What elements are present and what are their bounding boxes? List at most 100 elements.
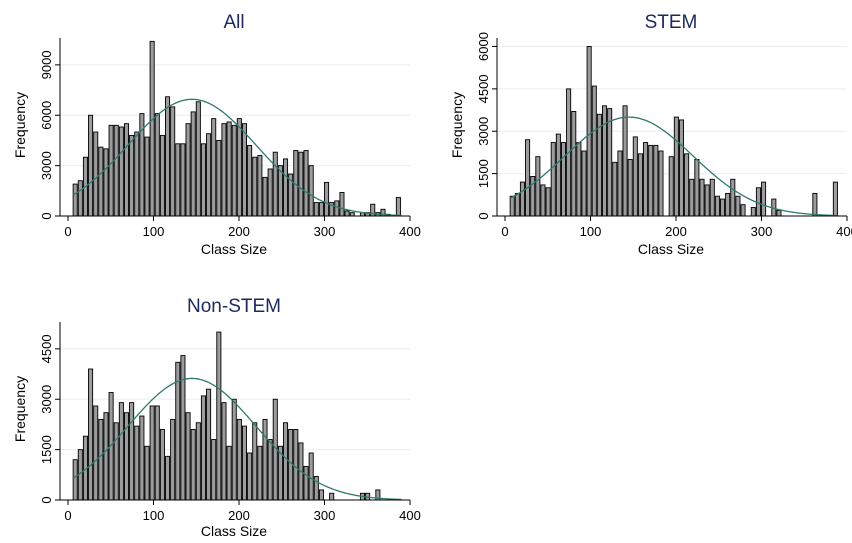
histogram-bar <box>684 153 690 217</box>
histogram-bar <box>129 134 135 217</box>
histogram-bar <box>195 101 201 217</box>
x-tick-label: 0 <box>64 508 71 523</box>
histogram-bar <box>77 180 83 217</box>
histogram-bar <box>622 105 628 217</box>
histogram-bar <box>88 114 94 217</box>
histogram-bar <box>571 111 577 217</box>
histogram-bar <box>170 418 176 501</box>
x-axis-label: Class Size <box>201 241 267 257</box>
x-tick-label: 200 <box>228 224 250 239</box>
histogram-bar <box>206 388 212 501</box>
histogram-bar <box>709 178 715 217</box>
histogram-bar <box>761 181 767 217</box>
chart-title: All <box>223 12 244 33</box>
histogram-bar <box>591 85 597 217</box>
x-tick-label: 300 <box>314 508 336 523</box>
histogram-bar <box>812 192 818 217</box>
histogram-bar <box>699 178 705 217</box>
histogram-bar <box>730 178 736 217</box>
histogram-bar <box>190 429 196 501</box>
y-tick-label: 3000 <box>476 117 491 146</box>
y-tick-label: 1500 <box>476 159 491 188</box>
histogram-bar <box>108 124 114 217</box>
histogram-bar <box>165 96 171 217</box>
chart-title: Non-STEM <box>187 296 281 317</box>
histogram-bar <box>344 210 350 217</box>
histogram-bar <box>560 142 567 217</box>
histogram-bar <box>776 209 782 217</box>
histogram-bar <box>602 105 608 217</box>
histogram-bar <box>673 116 679 217</box>
histogram-bar <box>170 106 176 217</box>
histogram-bar <box>689 178 695 217</box>
histogram-bar <box>555 133 561 217</box>
histogram-bar <box>550 142 556 217</box>
histogram-bar <box>514 192 520 217</box>
histogram-bar <box>113 124 119 217</box>
histogram-bar <box>221 402 227 501</box>
y-tick-label: 6000 <box>39 101 54 130</box>
histogram-bar <box>267 439 273 501</box>
histogram-bar <box>525 139 531 217</box>
histogram-bar <box>149 40 155 217</box>
histogram-bar <box>129 402 135 501</box>
histogram-bar <box>221 123 227 217</box>
histogram-bar <box>139 415 145 501</box>
histogram-bar <box>195 422 201 501</box>
histogram-bar <box>262 176 268 217</box>
histogram-bar <box>236 418 242 501</box>
normal-density-curve <box>72 98 402 217</box>
x-tick-label: 200 <box>228 508 250 523</box>
histogram-bar <box>313 202 319 217</box>
histogram-bar <box>318 202 324 217</box>
histogram-bar <box>262 418 268 501</box>
histogram-bar <box>725 192 731 217</box>
histogram-bar <box>98 146 104 217</box>
histogram-bar <box>216 139 222 217</box>
histogram-bar <box>318 489 324 501</box>
histogram-bar <box>632 136 638 217</box>
x-tick-label: 400 <box>399 508 421 523</box>
y-tick-label: 1500 <box>39 435 54 464</box>
histogram-bar <box>704 184 710 217</box>
x-tick-label: 0 <box>64 224 71 239</box>
histogram-bar <box>668 156 674 217</box>
histogram-bar <box>103 148 109 217</box>
y-tick-label: 6000 <box>476 32 491 61</box>
normal-density-curve <box>509 116 839 217</box>
histogram-panel-stem: STEM Class Size Frequency 0 100 200 300 400 0… <box>449 12 852 257</box>
histogram-bar <box>118 402 124 501</box>
histogram-bar <box>303 150 309 217</box>
histogram-bar <box>231 124 237 217</box>
histogram-bar <box>283 158 289 217</box>
histogram-bar <box>98 418 104 501</box>
y-tick-label: 0 <box>39 212 54 219</box>
histogram-bar <box>581 150 587 217</box>
histogram-bar <box>545 187 551 217</box>
histogram-bar <box>149 405 155 501</box>
histogram-bar <box>324 181 330 217</box>
histogram-bar <box>159 429 165 501</box>
histogram-bar <box>627 159 633 217</box>
histogram-bar <box>180 355 186 501</box>
histogram-bar <box>303 465 309 501</box>
chart-title: STEM <box>645 12 698 33</box>
histogram-bar <box>134 131 140 217</box>
x-tick-label: 300 <box>751 224 773 239</box>
histogram-bar <box>750 207 756 217</box>
y-tick-label: 0 <box>39 496 54 503</box>
histogram-bar <box>832 181 838 217</box>
histogram-bar <box>740 204 746 217</box>
histogram-bar <box>175 143 181 217</box>
histogram-bar <box>252 422 258 501</box>
histogram-bar <box>247 145 253 217</box>
histogram-bar <box>653 144 659 217</box>
histogram-bar <box>93 131 99 217</box>
histogram-bar <box>329 492 335 501</box>
histogram-panel-all: All Class Size Frequency 0 100 200 300 400 0 3… <box>12 12 421 257</box>
y-tick-label: 0 <box>476 212 491 219</box>
histogram-bar <box>113 422 119 501</box>
x-tick-label: 300 <box>314 224 336 239</box>
histogram-bar <box>617 150 623 217</box>
histogram-bar <box>165 455 171 501</box>
